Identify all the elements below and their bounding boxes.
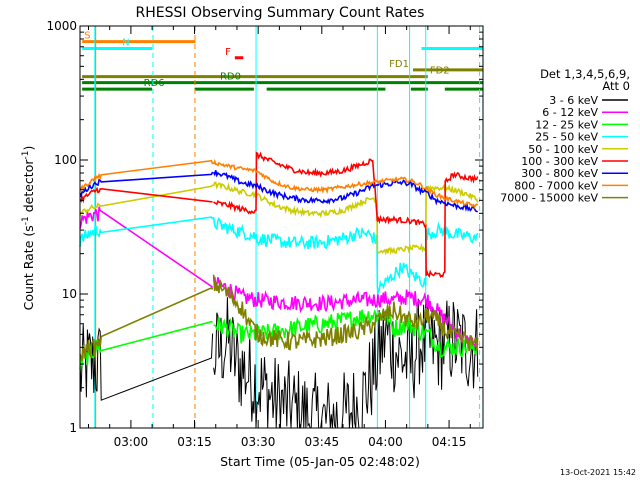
legend-label-6-12-kev: 6 - 12 keV [542, 106, 598, 119]
series-line-100-300-kev [79, 151, 479, 279]
legend-label-100-300-kev: 100 - 300 keV [521, 155, 598, 168]
series-line-50-100-kev [79, 181, 479, 256]
legend-label-800-7000-kev: 800 - 7000 keV [514, 179, 598, 192]
status-bar-label-fd1: FD1 [389, 59, 409, 70]
chart-title: RHESSI Observing Summary Count Rates [136, 5, 425, 21]
legend-label-25-50-kev: 25 - 50 keV [535, 131, 598, 144]
series-line-300-800-kev [79, 170, 479, 213]
x-tick-label-2: 03:30 [241, 435, 276, 449]
status-bar-label-n: N [122, 38, 129, 49]
y-axis-label-exp1: -1 [21, 216, 31, 225]
plot-frame [79, 25, 484, 429]
legend-label-50-100-kev: 50 - 100 keV [528, 143, 598, 156]
legend-label-12-25-kev: 12 - 25 keV [535, 118, 598, 131]
status-bar-label-f: F [225, 47, 231, 58]
y-tick-label-0: 1 [69, 421, 77, 435]
x-tick-label-4: 04:00 [368, 435, 403, 449]
y-axis-label-main: Count Rate (s [21, 225, 36, 310]
y-axis-label-exp2: -1 [21, 151, 31, 160]
legend-title-line1: Det 1,3,4,5,6,9, [540, 67, 630, 81]
series-line-25-50-kev [79, 216, 479, 295]
status-bar-label-rd6: RD6 [144, 78, 165, 89]
y-tick-label-3: 1000 [46, 19, 77, 33]
x-tick-label-5: 04:15 [432, 435, 467, 449]
y-axis-label: Count Rate (s-1 detector-1) [21, 146, 36, 311]
status-bar-label-rd0: RD0 [220, 72, 241, 83]
x-axis-label: Start Time (05-Jan-05 02:48:02) [220, 454, 420, 469]
series-line-800-7000-kev [79, 158, 479, 210]
series-layer [79, 151, 479, 429]
status-bars-layer: S N F FD1 FD2 RD0 RD6 [82, 31, 483, 91]
legend-label-7000-15000-kev: 7000 - 15000 keV [500, 192, 598, 205]
x-tick-label-1: 03:15 [177, 435, 212, 449]
status-bar-label-s: S [84, 31, 90, 42]
legend-label-3-6-kev: 3 - 6 keV [549, 94, 598, 107]
y-tick-label-2: 100 [54, 153, 77, 167]
y-tick-label-1: 10 [62, 287, 77, 301]
y-axis-label-end: ) [21, 146, 36, 151]
x-axis: 03:00 03:15 03:30 03:45 04:00 04:15 [87, 26, 471, 449]
x-tick-label-0: 03:00 [114, 435, 149, 449]
legend-title-line2: Att 0 [602, 79, 630, 93]
legend-label-300-800-kev: 300 - 800 keV [521, 167, 598, 180]
status-bar-label-fd2: FD2 [430, 66, 450, 77]
generation-timestamp: 13-Oct-2021 15:42 [560, 468, 636, 477]
y-axis-label-mid: detector [21, 159, 36, 217]
y-axis: 1 10 100 1000 [46, 19, 483, 435]
x-tick-label-3: 03:45 [305, 435, 340, 449]
